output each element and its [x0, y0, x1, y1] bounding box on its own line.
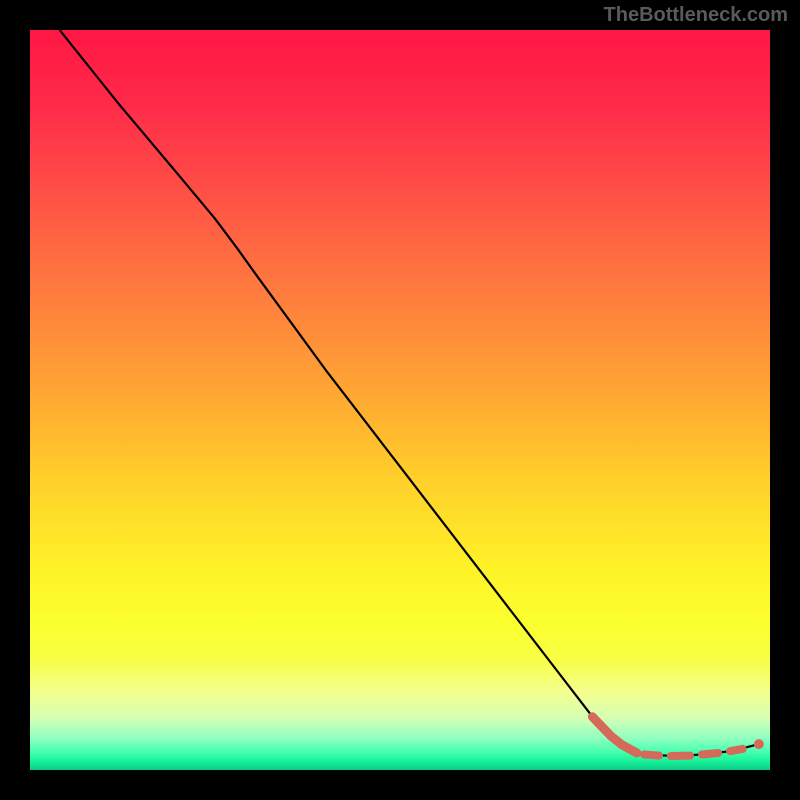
highlight-dash — [702, 753, 718, 754]
chart-stage: TheBottleneck.com — [0, 0, 800, 800]
highlight-segment — [592, 717, 636, 753]
main-curve — [60, 30, 759, 756]
plot-overlay-svg — [30, 30, 770, 770]
highlight-end-dot — [754, 739, 764, 749]
plot-area — [30, 30, 770, 770]
watermark-text: TheBottleneck.com — [604, 4, 788, 27]
highlight-dash — [644, 754, 659, 755]
highlight-dash — [730, 749, 743, 751]
